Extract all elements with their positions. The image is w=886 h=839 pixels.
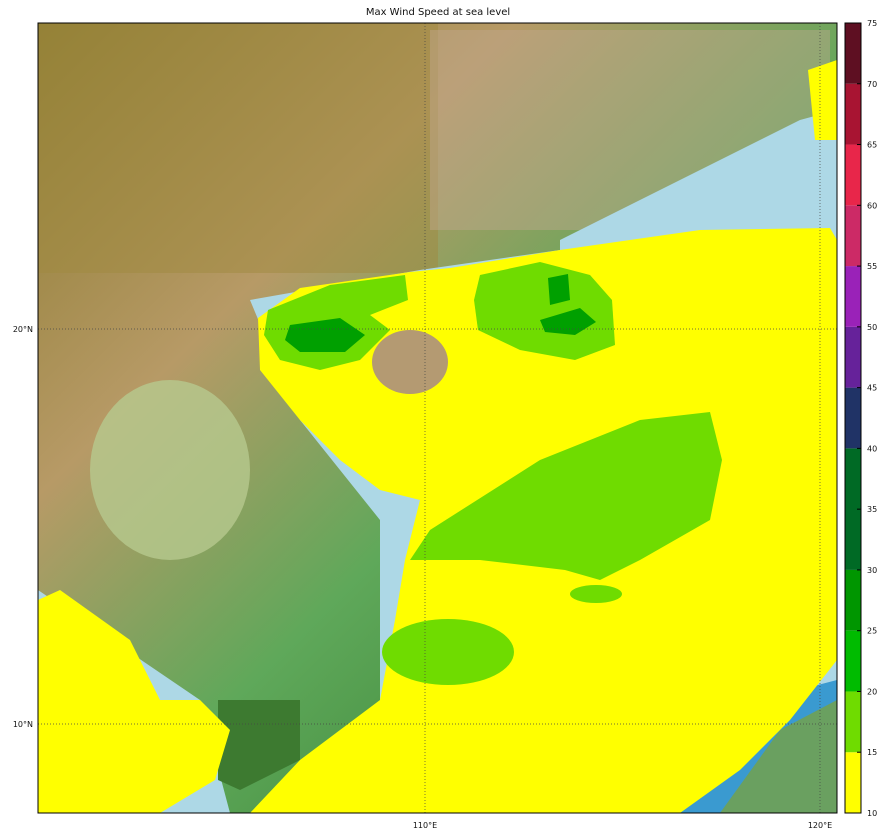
- wind-15-20-east: [474, 262, 615, 360]
- lon-label: 110°E: [413, 821, 437, 830]
- colorbar-tick-label: 60: [867, 201, 877, 210]
- wind-20-25-east: [540, 274, 596, 335]
- colorbar-tick-label: 45: [867, 384, 877, 393]
- colorbar-bin: [845, 448, 861, 570]
- map-title: Max Wind Speed at sea level: [365, 7, 511, 18]
- wind-15-20-south: [382, 619, 514, 685]
- colorbar-frame: [844, 22, 862, 814]
- lon-label: 120°E: [808, 821, 832, 830]
- colorbar-tick-label: 40: [867, 444, 877, 453]
- wind-contours: [38, 60, 837, 813]
- wind-20-25-tonkin: [285, 318, 365, 352]
- land-plateau: [90, 380, 250, 560]
- wind-15-20-central: [410, 412, 722, 580]
- colorbar-bin: [845, 569, 861, 631]
- wind-10-15-southwest: [38, 590, 230, 813]
- wind-15-20-small: [570, 585, 622, 603]
- colorbar-bin: [845, 691, 861, 753]
- colorbar-tick-label: 35: [867, 505, 877, 514]
- lat-label: 10°N: [13, 720, 33, 729]
- land-philippines: [720, 700, 837, 813]
- colorbar-tick-label: 20: [867, 687, 877, 696]
- land-mekong: [218, 700, 300, 790]
- colorbar-bin: [845, 144, 861, 206]
- colorbar-tick-label: 55: [867, 262, 877, 271]
- colorbar-tick-label: 50: [867, 323, 877, 332]
- colorbar-bin: [845, 266, 861, 327]
- colorbar-bin: [845, 630, 861, 692]
- colorbar-tick-label: 65: [867, 141, 877, 150]
- colorbar-bin: [845, 83, 861, 145]
- colorbar-bin: [845, 752, 861, 813]
- colorbar-bin: [845, 23, 861, 84]
- wind-10-15-taiwan: [808, 60, 837, 140]
- colorbar-tick-label: 25: [867, 627, 877, 636]
- colorbar-bin: [845, 205, 861, 267]
- colorbar-bin: [845, 387, 861, 449]
- land-highlands: [38, 23, 438, 273]
- colorbar-tick-label: 75: [867, 19, 877, 28]
- colorbar-tick-label: 70: [867, 80, 877, 89]
- gridlines: [38, 23, 837, 813]
- map-frame: [37, 22, 838, 814]
- colorbar-tick-label: 15: [867, 748, 877, 757]
- lat-label: 20°N: [13, 325, 33, 334]
- colorbar-bin: [845, 326, 861, 388]
- hainan-island: [372, 330, 448, 394]
- colorbar-tick-label: 30: [867, 566, 877, 575]
- colorbar-tick-label: 10: [867, 809, 877, 818]
- colorbar: 10 15 20 25 30 35 40 45 50 55 60 65 70 75: [844, 19, 877, 818]
